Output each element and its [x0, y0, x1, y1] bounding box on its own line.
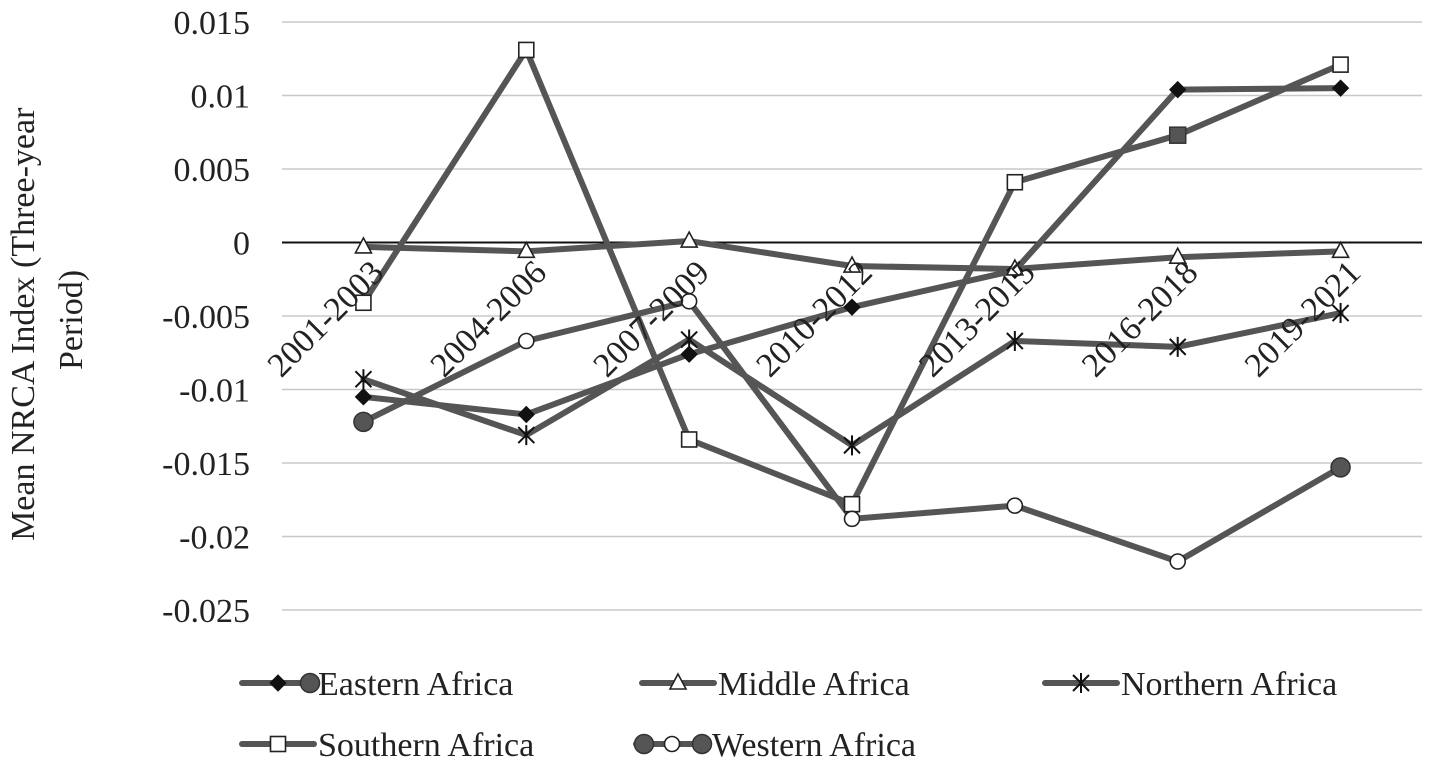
marker-northern-africa [354, 369, 373, 390]
x-axis-ticks: 2001-2003 2004-2006 2007-2009 2010-2012 2013… [261, 254, 1368, 384]
legend-marker [299, 672, 321, 694]
marker-middle-africa [1005, 258, 1025, 276]
marker-northern-africa [1006, 330, 1024, 351]
y-tick-label: 0.01 [191, 79, 251, 116]
marker-middle-africa [1331, 240, 1350, 259]
legend-label: Southern Africa [318, 727, 534, 762]
legend-label: Eastern Africa [318, 666, 513, 703]
series-line-northern-africa [360, 310, 1344, 449]
legend-item-southern-africa: Southern Africa [239, 727, 534, 762]
marker-northern-africa [1331, 303, 1350, 324]
marker-eastern-africa [1331, 79, 1350, 97]
marker-western-africa [353, 411, 374, 433]
marker-eastern-africa [680, 345, 698, 363]
marker-eastern-africa [1169, 80, 1187, 99]
y-tick-label: -0.02 [179, 520, 250, 557]
legend-item-eastern-africa: Eastern Africa [239, 666, 513, 703]
legend-item-middle-africa: Middle Africa [639, 666, 910, 703]
marker-middle-africa [842, 255, 862, 273]
x-tick-label: 2004-2006 [424, 254, 554, 384]
legend-marker [691, 733, 713, 755]
marker-middle-africa [516, 240, 536, 259]
marker-eastern-africa [354, 388, 373, 406]
marker-middle-africa [354, 236, 373, 254]
legend-label: Northern Africa [1121, 666, 1337, 703]
marker-northern-africa [843, 435, 861, 456]
x-tick-label: 2019-2021 [1238, 254, 1368, 384]
gridlines [282, 21, 1422, 611]
legend-marker [663, 735, 681, 753]
legend: Eastern Africa Middle Africa Northern Afri… [239, 666, 1337, 762]
marker-middle-africa [679, 230, 699, 248]
marker-southern-africa [843, 495, 861, 513]
marker-western-africa [843, 510, 861, 528]
legend-marker [269, 735, 287, 753]
marker-western-africa [1169, 553, 1187, 570]
marker-eastern-africa [843, 298, 861, 316]
marker-northern-africa [680, 329, 698, 350]
marker-middle-africa [1168, 246, 1188, 265]
marker-western-africa [1006, 497, 1024, 514]
x-tick-label: 2016-2018 [1075, 254, 1205, 384]
y-tick-label: 0 [233, 226, 250, 263]
marker-southern-africa [1006, 173, 1024, 191]
series-markers [353, 41, 1351, 570]
x-tick-label: 2001-2003 [261, 254, 391, 384]
y-axis-title: Mean NRCA Index (Three-year Period) [5, 99, 90, 541]
legend-item-western-africa: Western Africa [633, 727, 916, 762]
marker-western-africa [680, 292, 698, 310]
marker-southern-africa [1168, 126, 1187, 144]
marker-western-africa [517, 332, 535, 350]
y-tick-label: 0.015 [174, 5, 251, 42]
marker-southern-africa [680, 431, 698, 448]
legend-marker [633, 733, 655, 755]
y-tick-label: -0.01 [179, 373, 250, 410]
x-tick-label: 2010-2012 [749, 254, 879, 384]
y-tick-label: 0.005 [174, 152, 251, 189]
marker-western-africa [1330, 457, 1351, 478]
y-tick-label: -0.015 [162, 446, 250, 483]
y-axis-title-line-1: Mean NRCA Index (Three-year [5, 107, 42, 541]
legend-marker [668, 672, 688, 690]
marker-northern-africa [517, 425, 535, 446]
marker-southern-africa [1332, 56, 1349, 73]
marker-southern-africa [517, 41, 535, 59]
marker-northern-africa [1169, 336, 1187, 357]
legend-label: Middle Africa [718, 666, 910, 703]
legend-marker [269, 674, 287, 692]
legend-item-northern-africa: Northern Africa [1042, 666, 1337, 703]
y-axis-title-line-2: Period) [53, 270, 90, 370]
y-tick-label: -0.005 [162, 299, 250, 336]
marker-southern-africa [355, 294, 372, 312]
legend-label: Western Africa [712, 727, 916, 762]
y-tick-label: -0.025 [162, 593, 250, 630]
y-axis-ticks: 0.015 0.01 0.005 0 -0.005 -0.01 -0.015 -0.02 -0.… [162, 5, 250, 630]
marker-eastern-africa [517, 405, 535, 424]
legend-marker [1072, 673, 1090, 693]
